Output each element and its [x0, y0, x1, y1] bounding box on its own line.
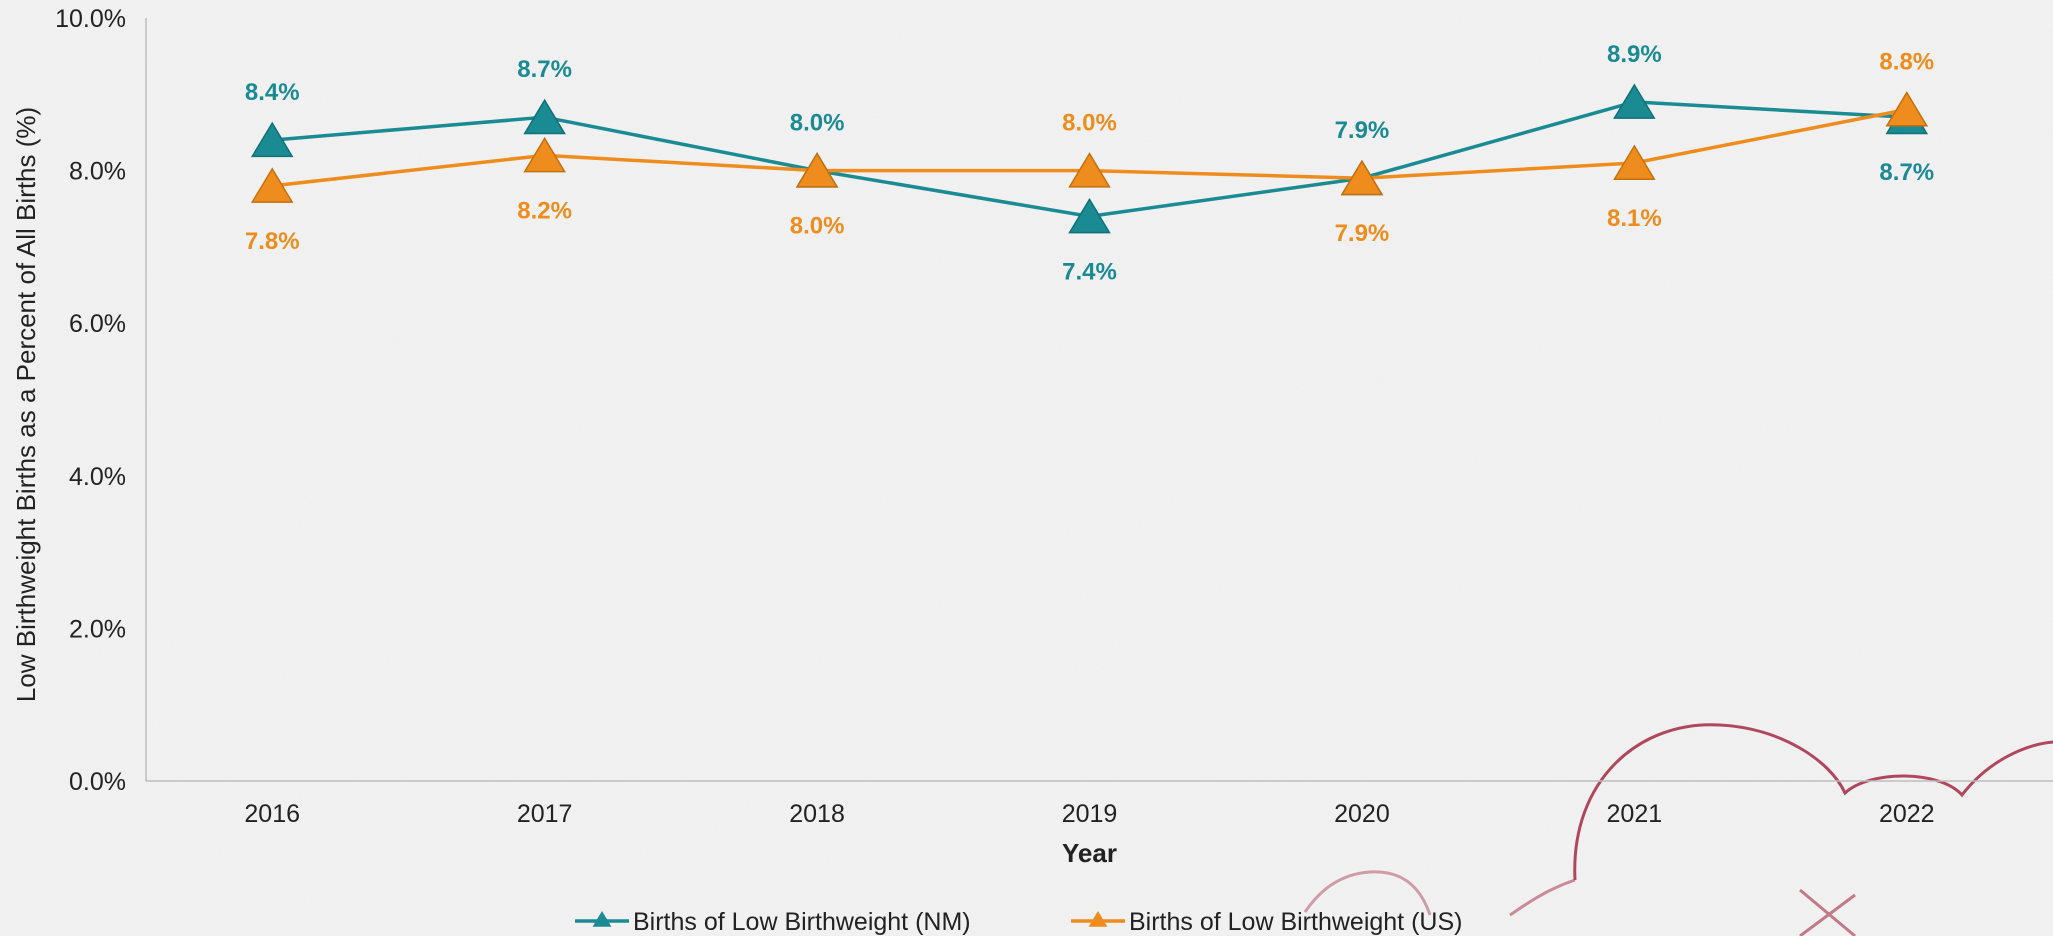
- legend-marker: [1088, 911, 1108, 927]
- data-point-marker: [1613, 144, 1656, 180]
- x-axis-title: Year: [1062, 838, 1117, 868]
- x-tick-label: 2019: [1062, 800, 1118, 828]
- data-labels: 8.4% 8.7% 8.0% 7.4% 7.9% 8.9% 8.7% 7.8% 8.2% 8.0%…: [245, 41, 1934, 285]
- data-label: 8.8%: [1879, 49, 1934, 76]
- data-label: 8.7%: [1879, 159, 1934, 186]
- data-label: 7.8%: [245, 228, 300, 255]
- data-label: 7.9%: [1335, 220, 1390, 247]
- y-tick-label: 6.0%: [69, 310, 126, 338]
- data-label: 8.1%: [1607, 205, 1662, 232]
- legend-label: Births of Low Birthweight (NM): [633, 908, 971, 936]
- legend-item-us: Births of Low Birthweight (US): [1071, 908, 1462, 936]
- data-point-marker: [1885, 91, 1929, 127]
- data-point-marker: [1068, 197, 1111, 234]
- y-tick-label: 0.0%: [69, 768, 126, 796]
- data-point-marker: [1613, 83, 1656, 119]
- y-tick-label: 8.0%: [69, 158, 126, 186]
- axes: 0.0% 2.0% 4.0% 6.0% 8.0% 10.0% 2016 2017 2018 201…: [11, 5, 2053, 868]
- y-axis-title: Low Birthweight Births as a Percent of A…: [11, 107, 41, 702]
- data-label: 8.0%: [1062, 110, 1117, 137]
- y-tick-label: 2.0%: [69, 615, 126, 643]
- data-point-marker: [523, 136, 566, 173]
- data-point-marker: [795, 152, 839, 188]
- x-tick-label: 2017: [517, 800, 573, 828]
- data-point-marker: [250, 121, 294, 158]
- data-point-marker: [1340, 159, 1384, 196]
- data-point-marker: [250, 167, 294, 203]
- data-label: 7.9%: [1335, 117, 1390, 144]
- y-tick-label: 10.0%: [55, 5, 126, 33]
- data-label: 7.4%: [1062, 258, 1117, 285]
- y-tick-label: 4.0%: [69, 463, 126, 491]
- data-label: 8.9%: [1607, 41, 1662, 68]
- data-label: 8.2%: [517, 197, 572, 224]
- data-label: 8.0%: [790, 110, 845, 137]
- legend: Births of Low Birthweight (NM) Births of …: [575, 908, 1462, 936]
- x-tick-label: 2016: [244, 800, 300, 828]
- data-point-marker: [1068, 152, 1111, 188]
- data-label: 8.7%: [517, 56, 572, 83]
- series-us: [250, 91, 1929, 203]
- x-tick-label: 2018: [789, 800, 845, 828]
- legend-label: Births of Low Birthweight (US): [1129, 908, 1462, 936]
- legend-item-nm: Births of Low Birthweight (NM): [575, 908, 971, 936]
- x-tick-label: 2021: [1607, 800, 1663, 828]
- legend-marker: [592, 911, 612, 927]
- data-label: 8.4%: [245, 79, 300, 106]
- data-point-marker: [523, 98, 566, 135]
- data-label: 8.0%: [790, 213, 845, 240]
- x-tick-label: 2020: [1334, 800, 1390, 828]
- series-layer: [250, 83, 1929, 234]
- x-tick-label: 2022: [1879, 800, 1935, 828]
